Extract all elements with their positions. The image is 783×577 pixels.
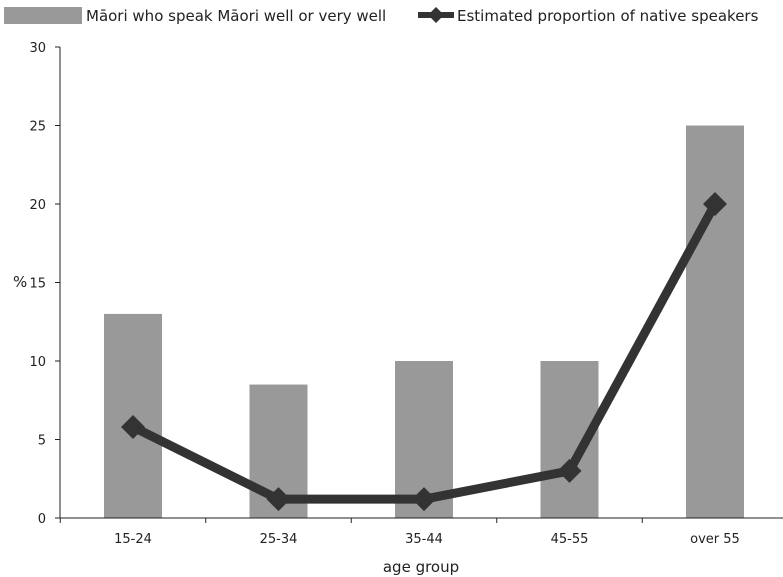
y-tick-label: 0 bbox=[38, 512, 46, 527]
y-axis-title: % bbox=[13, 273, 27, 291]
line-marker-25-34 bbox=[266, 487, 291, 512]
line-marker-15-24 bbox=[121, 414, 145, 439]
bar-over-55 bbox=[686, 125, 744, 518]
x-tick-label: 15-24 bbox=[114, 532, 152, 547]
y-tick-label: 5 bbox=[38, 434, 46, 449]
y-tick-label: 10 bbox=[29, 355, 46, 370]
x-tick-label: 35-44 bbox=[405, 532, 443, 547]
legend-label-line: Estimated proportion of native speakers bbox=[457, 7, 759, 25]
line-layer bbox=[121, 192, 727, 512]
line-marker-45-55 bbox=[557, 458, 582, 483]
y-tick-label: 25 bbox=[29, 120, 46, 135]
line-marker-35-44 bbox=[412, 487, 436, 512]
legend-swatch-line bbox=[418, 7, 454, 23]
legend-swatch-bar bbox=[4, 7, 82, 24]
legend-label-bar: Māori who speak Māori well or very well bbox=[86, 7, 386, 25]
y-tick-label: 30 bbox=[29, 41, 46, 56]
x-tick-label: over 55 bbox=[690, 532, 740, 547]
axes-layer: 0 5 10 15 20 25 30 15-24 25-34 35-44 45-55 over 55 bbox=[29, 41, 783, 547]
y-tick-label: 20 bbox=[29, 198, 46, 213]
legend: Māori who speak Māori well or very well … bbox=[4, 7, 759, 25]
x-tick-label: 25-34 bbox=[260, 532, 298, 547]
y-tick-label: 15 bbox=[29, 277, 46, 292]
line-marker-over-55 bbox=[703, 192, 727, 216]
x-axis-title: age group bbox=[383, 558, 459, 576]
x-tick-label: 45-55 bbox=[551, 532, 589, 547]
